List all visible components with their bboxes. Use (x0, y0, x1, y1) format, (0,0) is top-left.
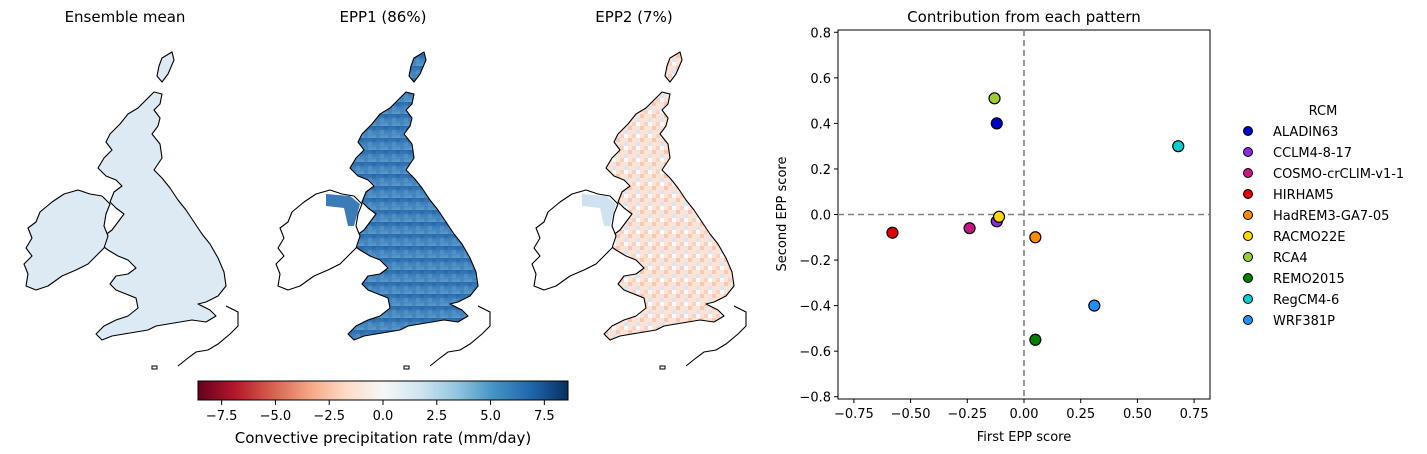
legend-marker (1243, 294, 1253, 304)
data-point (988, 92, 1001, 105)
y-tick-label: 0.0 (810, 209, 831, 224)
uk-ireland-map (275, 51, 491, 370)
colorbar-tick-label: −2.5 (313, 409, 345, 424)
southwest-coast-extension (429, 305, 491, 367)
great-britain-shape (603, 51, 735, 341)
southwest-coast-extension (685, 305, 747, 367)
uk-ireland-map (531, 51, 747, 370)
legend-label: WRF381P (1273, 314, 1335, 329)
chart-title: Contribution from each pattern (907, 8, 1141, 26)
x-tick-label: 0.25 (1066, 407, 1095, 422)
data-point (1088, 299, 1101, 312)
legend-marker (1243, 273, 1253, 283)
ireland-northern-strip (326, 194, 360, 226)
legend-marker (1243, 147, 1253, 157)
legend-marker (1243, 315, 1253, 325)
map-panel-epp2: EPP2 (7%) (531, 8, 747, 370)
x-axis-ticks: −0.75 −0.50 −0.25 0.00 0.25 0.50 0.75 (834, 399, 1209, 422)
legend-label: HIRHAM5 (1273, 188, 1334, 203)
ireland-northern-strip (582, 194, 616, 226)
legend-label: HadREM3-GA7-05 (1273, 209, 1389, 224)
x-tick-label: 0.00 (1010, 407, 1039, 422)
x-tick-label: −0.50 (891, 407, 931, 422)
map-panel-epp1: EPP1 (86%) (275, 8, 491, 370)
island-marker (403, 365, 410, 370)
scatter-points (886, 92, 1185, 346)
map-title: EPP2 (7%) (595, 8, 672, 26)
legend-label: REMO2015 (1273, 272, 1345, 287)
colorbar-tick-label: 2.5 (426, 409, 447, 424)
y-tick-label: −0.8 (799, 391, 831, 406)
scatter-chart: Contribution from each pattern −0.75 −0.5… (775, 8, 1211, 445)
y-tick-label: −0.2 (799, 254, 831, 269)
legend-title: RCM (1309, 104, 1338, 119)
y-tick-label: 0.6 (810, 72, 831, 87)
legend-label: RegCM4-6 (1273, 293, 1339, 308)
great-britain-shape (347, 51, 479, 341)
legend-marker (1243, 252, 1253, 262)
y-tick-label: −0.6 (799, 345, 831, 360)
island-marker (151, 365, 158, 370)
data-point (990, 117, 1003, 130)
ireland-shape (531, 189, 619, 291)
y-tick-label: −0.4 (799, 300, 831, 315)
data-point (1029, 333, 1042, 346)
legend-label: CCLM4-8-17 (1273, 146, 1352, 161)
southwest-coast-extension (177, 305, 239, 367)
legend-marker (1243, 210, 1253, 220)
colorbar: −7.5 −5.0 −2.5 0.0 2.5 5.0 7.5 Convective prec… (197, 380, 569, 447)
x-tick-label: −0.75 (834, 407, 874, 422)
reference-lines (838, 30, 1210, 399)
uk-ireland-map (23, 51, 239, 370)
legend-items: ALADIN63 CCLM4-8-17 COSMO-crCLIM-v1-1 HIRHA… (1243, 125, 1404, 329)
colorbar-label: Convective precipitation rate (mm/day) (235, 429, 532, 447)
y-axis-label: Second EPP score (775, 157, 790, 272)
ireland-shape (23, 189, 111, 291)
island-marker (659, 365, 666, 370)
y-tick-label: 0.4 (810, 117, 831, 132)
x-axis-label: First EPP score (977, 430, 1071, 445)
map-title: Ensemble mean (65, 8, 186, 26)
ireland-shape (275, 189, 363, 291)
x-tick-label: 0.75 (1180, 407, 1209, 422)
legend-marker (1243, 189, 1253, 199)
colorbar-tick-label: −5.0 (260, 409, 292, 424)
data-point (886, 226, 899, 239)
great-britain-shape (95, 51, 227, 341)
map-panel-mean: Ensemble mean (23, 8, 239, 370)
legend-label: COSMO-crCLIM-v1-1 (1273, 167, 1404, 182)
x-tick-label: 0.50 (1123, 407, 1152, 422)
colorbar-tick-label: 7.5 (534, 409, 555, 424)
legend-label: RCA4 (1273, 251, 1308, 266)
data-point (1029, 231, 1042, 244)
colorbar-tick-label: 5.0 (480, 409, 501, 424)
y-tick-label: 0.2 (810, 163, 831, 178)
legend-marker (1243, 126, 1253, 136)
data-point (992, 210, 1006, 223)
y-axis-ticks: −0.8 −0.6 −0.4 −0.2 0.0 0.2 0.4 0.6 0.8 (799, 26, 838, 406)
map-title: EPP1 (86%) (340, 8, 427, 26)
legend: RCM ALADIN63 CCLM4-8-17 COSMO-crCLIM-v1-1 H… (1243, 104, 1404, 329)
colorbar-tick-label: 0.0 (373, 409, 394, 424)
colorbar-ticks: −7.5 −5.0 −2.5 0.0 2.5 5.0 7.5 (206, 400, 555, 424)
legend-label: RACMO22E (1273, 230, 1345, 245)
legend-label: ALADIN63 (1273, 125, 1338, 140)
data-point (963, 222, 976, 235)
colorbar-gradient (197, 380, 569, 401)
legend-marker (1243, 168, 1253, 178)
data-point (1172, 140, 1185, 153)
legend-marker (1243, 231, 1253, 241)
y-tick-label: 0.8 (810, 26, 831, 41)
x-tick-label: −0.25 (947, 407, 987, 422)
colorbar-tick-label: −7.5 (206, 409, 238, 424)
